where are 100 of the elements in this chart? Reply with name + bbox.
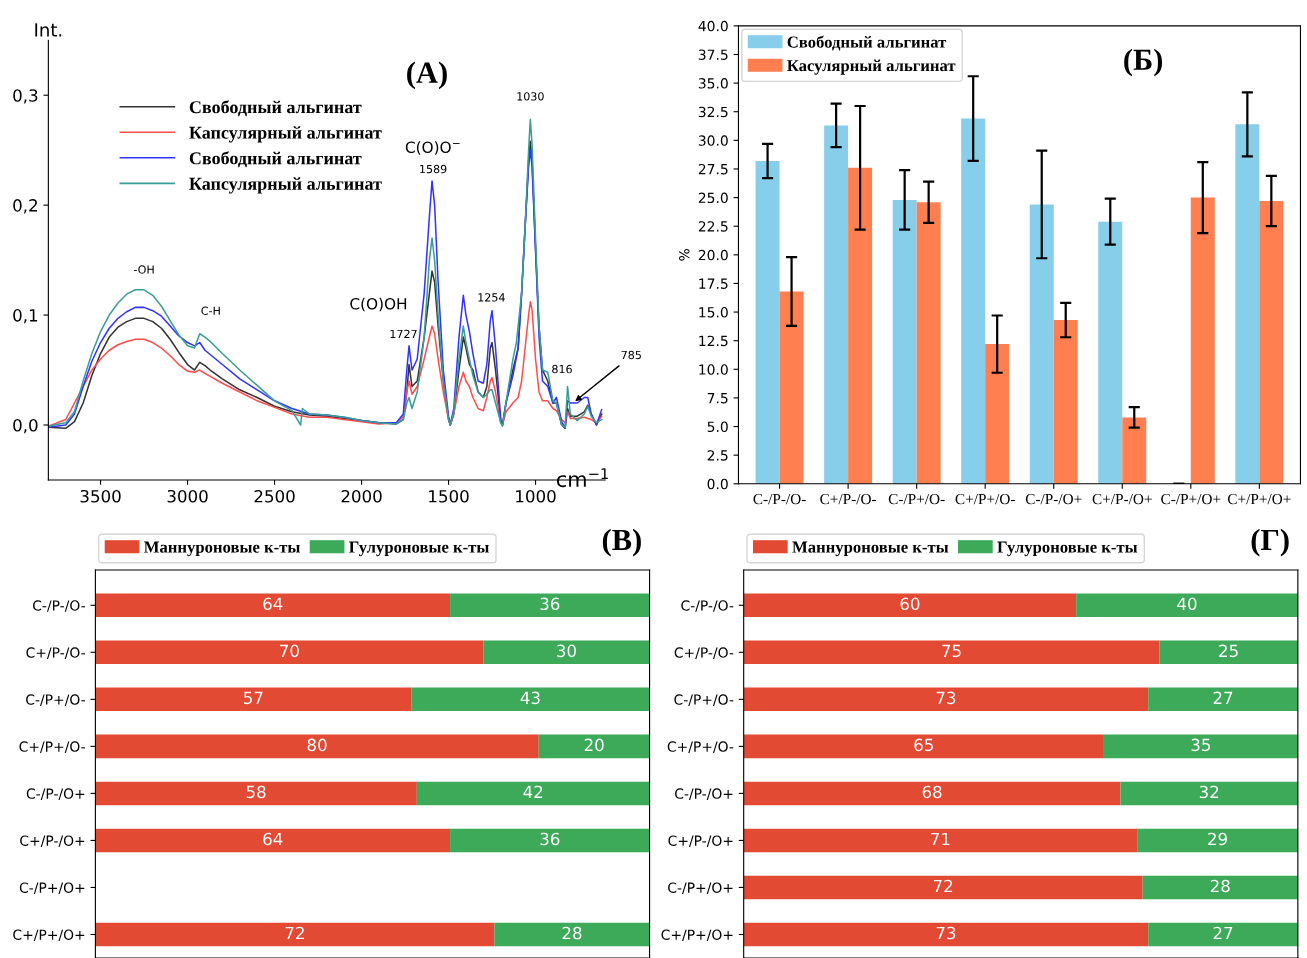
annotation: 1254 — [478, 293, 505, 302]
y-tick-label: 0.0 — [707, 478, 728, 490]
bar — [1029, 204, 1054, 484]
bar — [95, 922, 495, 947]
bar — [743, 828, 1138, 853]
legend-label: Капсулярный альгинат — [189, 177, 382, 194]
y-tick-label: C+/P+/O+ — [661, 929, 733, 942]
bar — [1103, 734, 1298, 759]
y-tick-label: 0,3 — [13, 89, 38, 104]
annotation: 1030 — [517, 92, 544, 101]
bar — [985, 344, 1010, 484]
y-axis-title: Int. — [35, 23, 62, 37]
bar — [743, 734, 1104, 759]
bar — [1259, 201, 1284, 484]
legend-label: Свободный альгинат — [189, 151, 362, 168]
chart-title: (В) — [602, 528, 641, 557]
bar — [1159, 640, 1298, 665]
data-label: 72 — [933, 879, 953, 893]
y-tick-label: 15.0 — [699, 307, 728, 318]
data-label: 25 — [1219, 644, 1238, 658]
data-label: 27 — [1213, 691, 1233, 704]
x-tick-label: 1000 — [516, 489, 556, 503]
x-tick-label: C+/P+/O+ — [1227, 494, 1291, 505]
y-tick-label: C-/P-/O- — [33, 600, 86, 612]
bar — [450, 593, 650, 618]
text: (Б) — [1124, 48, 1163, 77]
data-label: 57 — [244, 691, 263, 705]
data-label: 60 — [900, 597, 920, 611]
x-tick-label: C-/P-/O- — [753, 494, 806, 505]
bar — [95, 593, 451, 618]
bar — [1148, 687, 1298, 712]
x-tick-label: C+/P-/O+ — [1092, 494, 1152, 505]
data-label: 73 — [936, 926, 956, 940]
legend-label: Гулуроновые к-ты — [349, 541, 489, 557]
x-tick-label: 3000 — [167, 489, 208, 503]
bar — [538, 734, 650, 759]
text: (A) — [407, 61, 447, 90]
annotation: C(O)OH — [350, 297, 407, 312]
annotation: 785 — [621, 350, 641, 360]
y-tick-label: 2.5 — [707, 450, 728, 461]
data-label: 72 — [285, 926, 304, 940]
data-label: 28 — [562, 926, 582, 940]
y-tick-label: C+/P-/O- — [26, 647, 86, 659]
annotation: C-H — [201, 306, 220, 315]
annotation: 1589 — [420, 164, 447, 174]
data-label: 70 — [280, 644, 299, 658]
y-tick-label: C+/P+/O- — [19, 741, 86, 753]
data-label: 75 — [942, 644, 961, 658]
bar — [1142, 875, 1298, 900]
data-label: 65 — [914, 738, 933, 752]
bar — [961, 118, 986, 484]
bar — [483, 640, 650, 665]
bar — [95, 828, 451, 853]
y-tick-label: C+/P-/O- — [674, 647, 734, 659]
data-label: 30 — [557, 644, 576, 658]
data-label: 71 — [931, 832, 950, 846]
bar — [95, 640, 484, 665]
data-label: 28 — [1210, 879, 1230, 893]
x-tick-label: C+/P-/O- — [820, 494, 877, 505]
y-tick-label: 30.0 — [698, 135, 728, 146]
data-label: 68 — [922, 785, 942, 799]
y-tick-label: 37.5 — [698, 49, 728, 60]
y-tick-label: C-/P-/O+ — [26, 788, 85, 800]
bar — [1122, 417, 1147, 484]
data-label: 73 — [936, 691, 956, 705]
x-tick-label: 2500 — [254, 489, 295, 503]
data-label: 29 — [1208, 832, 1227, 846]
bar — [743, 593, 1077, 618]
y-tick-label: 0,0 — [13, 418, 38, 434]
data-label: 20 — [584, 738, 604, 752]
bar — [1076, 593, 1298, 618]
bar — [848, 167, 873, 484]
bar — [1053, 320, 1078, 484]
bar — [1098, 221, 1123, 484]
x-tick-label: C-/P+/O+ — [1161, 494, 1221, 505]
y-tick-label: 17.5 — [699, 278, 728, 289]
y-tick-label: 22.5 — [698, 221, 728, 232]
y-tick-label: C+/P+/O+ — [13, 929, 85, 942]
y-tick-label: 5.0 — [707, 421, 728, 433]
bar — [95, 687, 412, 712]
y-tick-label: C-/P-/O+ — [675, 788, 733, 800]
data-label: 36 — [540, 597, 560, 611]
bar — [95, 734, 539, 759]
data-label: 80 — [307, 738, 327, 752]
bar — [1190, 197, 1215, 484]
y-tick-label: C+/P-/O+ — [668, 835, 733, 847]
y-tick-label: 0,1 — [13, 309, 38, 324]
data-label: 40 — [1177, 597, 1197, 611]
legend-label: Капсулярный альгинат — [189, 126, 382, 143]
bar — [916, 202, 941, 484]
x-tick-label: 2000 — [341, 489, 382, 503]
bar — [1120, 781, 1298, 806]
bar — [824, 125, 849, 484]
data-label: 42 — [523, 785, 543, 798]
bar — [779, 291, 804, 484]
data-label: 35 — [1191, 738, 1211, 752]
legend-label: Касулярный альгинат — [787, 59, 956, 75]
annotation: C(O)O$^{−}$ — [405, 141, 460, 155]
annotation: 1727 — [390, 329, 417, 338]
data-label: 27 — [1213, 926, 1233, 940]
